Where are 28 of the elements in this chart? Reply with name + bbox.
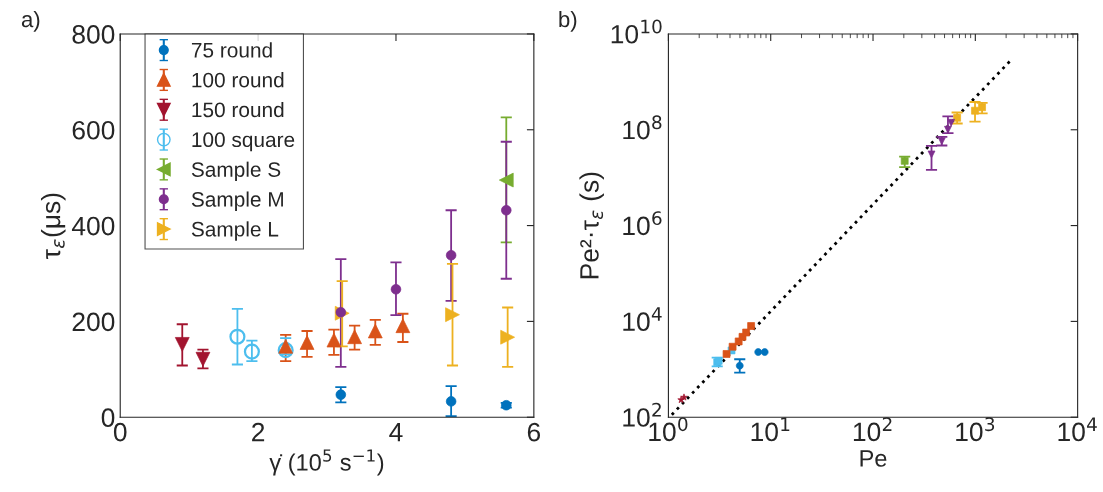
x-tick-label: 10$^{4}$	[1058, 417, 1097, 442]
y-tick-label: 600	[72, 120, 115, 140]
x-tick-label: 4	[389, 423, 403, 442]
x-tick-label: 6	[527, 422, 541, 442]
legend-label: 150 round	[192, 101, 284, 118]
x-axis-title: Pe	[860, 450, 887, 467]
text: a)	[21, 10, 40, 32]
y-tick-label: 200	[72, 312, 115, 332]
y-tick-label: 10$^{6}$	[623, 211, 662, 236]
legend-label: Sample L	[191, 221, 279, 241]
y-tick-label: 10$^{4}$	[623, 307, 662, 332]
y-axis-title: Pe²·τ$_{ε}$ (s)	[579, 172, 604, 279]
text: b)	[559, 10, 577, 32]
y-axis-title: τ$_{ε}$(μs)	[40, 193, 66, 259]
x-tick-label: 2	[252, 422, 265, 442]
x-tick-label: 10$^{2}$	[853, 417, 892, 442]
y-tick-label: 10$^{10}$	[611, 19, 662, 44]
legend-label: Sample M	[191, 191, 283, 211]
y-tick-label: 800	[72, 25, 115, 44]
x-axis-title: γ̇ (10$^{5}$ s$^{−1}$)	[269, 449, 384, 476]
legend-label: 75 round	[191, 42, 272, 58]
x-tick-label: 10$^{3}$	[956, 417, 995, 442]
legend-label: 100 square	[192, 132, 295, 152]
y-tick-label: 400	[71, 216, 115, 236]
legend-label: Sample S	[191, 161, 281, 182]
y-tick-label: 10$^{8}$	[623, 115, 662, 140]
legend-label: 100 round	[192, 72, 284, 88]
x-tick-label: 10$^{1}$	[751, 417, 790, 442]
